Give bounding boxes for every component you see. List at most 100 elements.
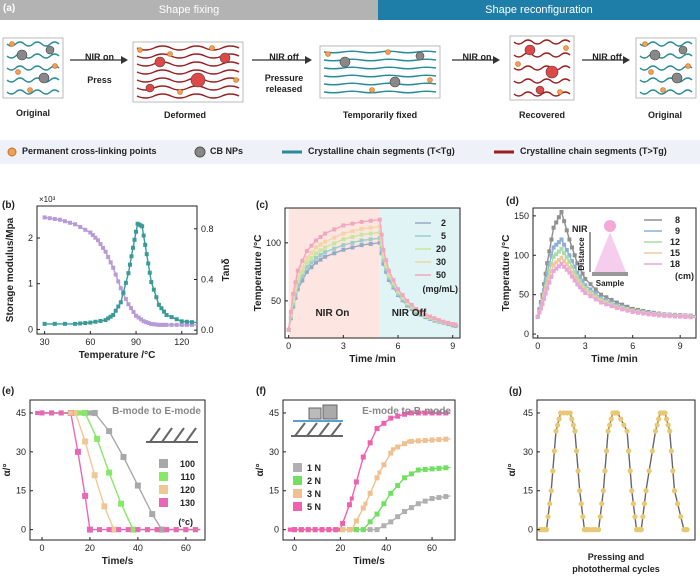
deformed-np-3	[145, 83, 155, 93]
panel-b-storage-modulus-point	[179, 322, 184, 327]
panel-d-series-12-point	[547, 269, 552, 274]
panel-f-xlabel: Time/s	[353, 556, 385, 567]
panel-d-lamp-icon	[604, 220, 616, 232]
panel-b-tan-delta-point	[146, 261, 151, 266]
panel-f-marker-3 N	[347, 527, 353, 533]
panel-e-flat-130	[183, 527, 189, 533]
panel-d-series-18-point	[542, 296, 547, 301]
panel-c-series-50-point	[400, 293, 405, 298]
panel-b-storage-modulus-point	[73, 222, 78, 227]
original-crosslink-1	[52, 63, 58, 69]
panel-f-xtick-label-3: 60	[427, 543, 437, 553]
panel-d-series-9-point	[547, 262, 552, 267]
panel-b-storage-modulus-point	[141, 319, 146, 324]
deformed-crosslink-4	[167, 51, 173, 57]
panel-d-series-9-point	[556, 240, 561, 245]
panel-c-ylabel: Temperature /°C	[253, 235, 264, 312]
panel-d-letter: (d)	[506, 196, 519, 207]
panel-e-pillar-icon	[161, 427, 173, 443]
fixed-crosslink-3	[385, 49, 391, 55]
panel-d-series-8-point	[575, 261, 580, 266]
panel-c-series-50-point	[446, 320, 451, 325]
panel-g-letter: (g)	[509, 386, 522, 397]
panel-f-title: E-mode to B-mode	[362, 406, 451, 417]
panel-d-series-18-point	[646, 312, 651, 317]
panel-f-marker-3 N	[429, 437, 435, 443]
panel-d-series-8-point	[547, 249, 552, 254]
panel-f-marker-5 N	[312, 527, 318, 533]
panel-e-marker-110	[82, 409, 89, 416]
schematic-illustration	[2, 35, 697, 103]
panel-f-marker-2 N	[422, 466, 428, 472]
panel-f-marker-3 N	[340, 527, 346, 533]
panel-c-series-50-point	[377, 217, 382, 222]
arrow-label-nir-off-released: NIR off Pressure released	[254, 52, 314, 95]
deformed-np-0	[154, 56, 166, 68]
panel-d-series-18-point	[625, 308, 630, 313]
panel-b-storage-modulus-point	[169, 322, 174, 327]
panel-d-series-18-point	[588, 294, 593, 299]
panel-f-marker-3 N	[408, 438, 414, 444]
panel-b-storage-modulus-point	[57, 217, 62, 222]
panel-c-series-5-point	[309, 260, 314, 265]
panel-c-series-20-point	[368, 231, 373, 236]
panel-e-pillar-icon	[185, 427, 197, 443]
panel-c-series-50-point	[414, 306, 419, 311]
legend-crystalline-low-label: Crystalline chain segments (T<Tg)	[308, 146, 455, 156]
panel-d-series-12-point	[577, 279, 582, 284]
panel-c-series-50-point	[450, 322, 455, 327]
panel-g-point	[550, 468, 556, 474]
panel-d-series-18-point	[593, 297, 598, 302]
panel-b-tan-delta-point	[140, 224, 145, 229]
panel-g-point	[577, 488, 583, 494]
panel-d-series-18-point	[620, 307, 625, 312]
panel-e-marker-110	[94, 435, 101, 442]
panel-c-series-20-point	[381, 254, 386, 259]
panel-f-legend-swatch-0	[293, 463, 302, 472]
panel-c-series-50-point	[437, 318, 442, 323]
fixed-crosslink-1	[369, 87, 375, 93]
panel-d-legend-units: (cm)	[675, 271, 694, 281]
panel-e-series-120-line	[37, 412, 201, 531]
panel-d-series-18-point	[570, 274, 575, 279]
panel-c-series-20-point	[318, 248, 323, 253]
panel-e-legend-swatch-1	[159, 472, 168, 481]
deformed-chain-2	[136, 61, 240, 67]
panel-e-marker-100	[149, 511, 156, 518]
panel-d-legend-label-4: 18	[670, 259, 680, 269]
panel-c-series-20-point	[313, 251, 318, 256]
panel-e-series-130-point	[35, 410, 40, 415]
panel-b-tan-delta-point	[42, 321, 47, 326]
panel-g-point	[652, 428, 659, 434]
panel-c-series-2-point	[323, 254, 328, 259]
panel-g-point	[618, 416, 624, 422]
panel-d-legend-label-0: 8	[675, 215, 680, 225]
panel-e-marker-100	[106, 428, 113, 435]
panel-f-marker-5 N	[415, 410, 421, 416]
panel-d-distance-label: Distance	[577, 237, 586, 271]
panel-f-marker-5 N	[305, 527, 311, 533]
original-chain-3	[6, 77, 60, 83]
panel-d-legend-label-2: 12	[670, 237, 680, 247]
panel-f-ytick-label-3: 45	[269, 408, 279, 418]
panel-g-point	[643, 488, 649, 494]
panel-g-point	[548, 488, 554, 494]
panel-b-storage-modulus-point	[134, 313, 139, 318]
panel-f-legend-swatch-3	[293, 502, 302, 511]
panel-f-marker-5 N	[388, 415, 394, 421]
panel-c-ytick-label-1: 100	[266, 238, 281, 248]
panel-g-point	[556, 416, 562, 422]
panel-b-tan-delta-point	[161, 309, 166, 314]
panel-d-series-18-point	[683, 314, 688, 319]
panel-b-storage-modulus-point	[174, 322, 179, 327]
panel-b-storage-modulus-point	[93, 235, 98, 240]
panel-b-storage-modulus-point	[154, 322, 159, 327]
panel-d-series-18-point	[609, 304, 614, 309]
panel-f-marker-2 N	[436, 465, 442, 471]
panel-d-series-18-point	[641, 311, 646, 316]
panel-f-series-5 N-point	[349, 496, 354, 501]
final-crosslink-3	[648, 69, 654, 75]
recovered-crosslink-1	[563, 45, 569, 51]
panel-f-ytick-label-0: 0	[274, 525, 279, 535]
